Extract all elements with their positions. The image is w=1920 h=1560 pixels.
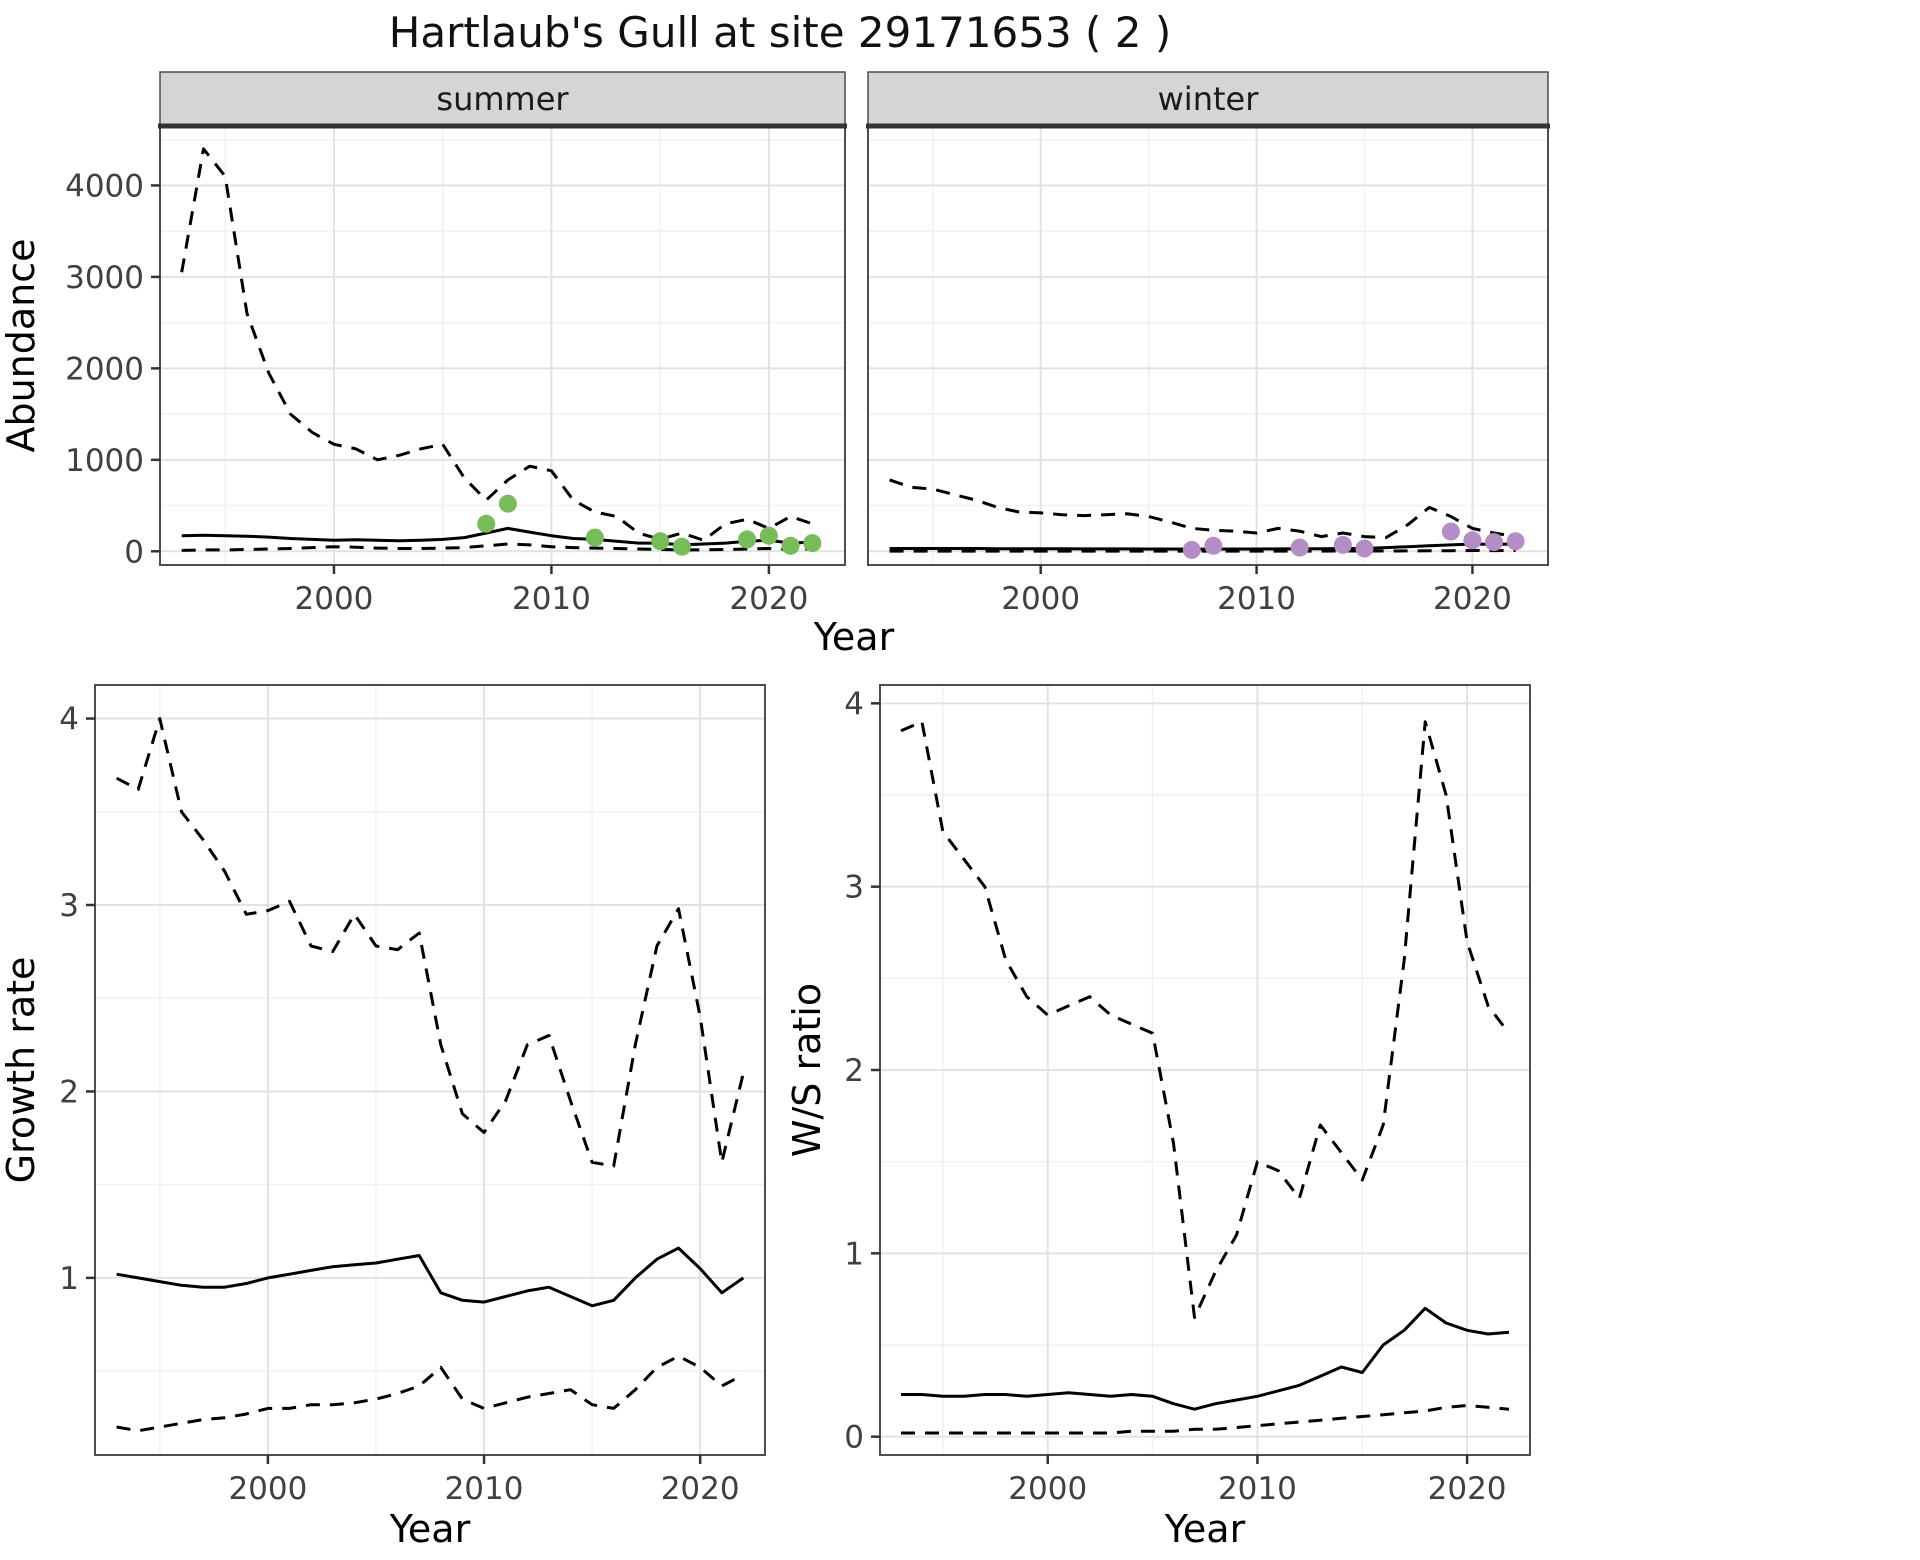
y-tick-label: 3000	[65, 260, 144, 296]
x-tick-label: 2020	[729, 581, 808, 617]
data-point	[781, 536, 800, 555]
upper-ci-line	[900, 720, 1511, 1319]
data-point	[1333, 535, 1352, 554]
data-point	[672, 537, 691, 556]
y-tick-label: 3	[844, 870, 864, 906]
upper-ci-line	[180, 147, 813, 542]
lower-ci-line	[181, 542, 813, 552]
lower-ci-line	[889, 549, 1516, 553]
data-point	[585, 528, 604, 547]
data-point	[1441, 522, 1460, 541]
gridlines	[95, 685, 765, 1455]
ws-ratio-chart: 2000 2010 2020 0 1 2 3 4 Year W/S ratio	[790, 684, 1531, 1551]
y-tick-label: 4	[844, 686, 864, 722]
data-point	[1506, 532, 1525, 551]
abundance-facet-chart: summer 2000 2010 2020 winter 2000 2010 2020 0 100…	[0, 71, 1550, 658]
lower-ci-line	[116, 1354, 745, 1433]
median-line	[889, 542, 1516, 551]
median-line	[181, 526, 813, 547]
upper-ci-line	[889, 478, 1516, 540]
data-point	[738, 530, 757, 549]
y-tick-label: 3	[59, 888, 79, 924]
y-axis: 1 2 3 4	[59, 702, 95, 1297]
y-axis: 0 1000 2000 3000 4000	[65, 168, 160, 570]
panel: 2000 2010 2020	[94, 684, 766, 1507]
y-tick-label: 2	[844, 1053, 864, 1089]
median-line	[116, 1246, 745, 1308]
panel-background	[95, 685, 765, 1455]
median-line	[901, 1306, 1510, 1411]
gridlines	[880, 685, 1530, 1455]
y-tick-label: 0	[124, 534, 144, 570]
y-axis-label: W/S ratio	[790, 983, 829, 1157]
y-tick-label: 1000	[65, 443, 144, 479]
y-axis: 0 1 2 3 4	[844, 686, 880, 1456]
x-axis-label: Year	[1164, 1507, 1246, 1551]
x-tick-label: 2010	[1218, 1471, 1297, 1507]
facet-label: summer	[436, 80, 569, 118]
data-point	[1485, 533, 1503, 552]
data-point	[1355, 539, 1374, 558]
y-tick-label: 1	[844, 1236, 864, 1272]
y-axis-label: Growth rate	[0, 957, 43, 1184]
chart-title: Hartlaub's Gull at site 29171653 ( 2 )	[388, 8, 1172, 57]
x-axis-label: Year	[389, 1507, 471, 1551]
panel-background	[160, 126, 845, 565]
y-tick-label: 2	[59, 1074, 79, 1110]
panel-winter: winter 2000 2010 2020	[866, 71, 1550, 617]
x-tick-label: 2010	[512, 581, 591, 617]
gridlines	[160, 126, 845, 565]
gridlines	[868, 126, 1548, 565]
x-tick-label: 2010	[445, 1471, 524, 1507]
growth-rate-chart: 2000 2010 2020 1 2 3 4 Year Growth rate	[0, 684, 766, 1551]
y-axis-label: Abundance	[0, 238, 43, 452]
y-tick-label: 4000	[65, 168, 144, 204]
data-point	[1182, 540, 1201, 559]
panel-background	[868, 126, 1548, 565]
facet-strip: winter	[866, 71, 1550, 129]
panel-border	[94, 684, 766, 1456]
data-point	[477, 514, 496, 533]
data-point	[651, 532, 670, 551]
x-tick-label: 2010	[1217, 581, 1296, 617]
x-axis-label: Year	[813, 615, 895, 658]
x-tick-label: 2020	[661, 1471, 740, 1507]
x-tick-label: 2000	[228, 1471, 307, 1507]
data-point	[1204, 536, 1223, 555]
data-point	[1463, 531, 1482, 550]
x-tick-label: 2020	[1433, 581, 1512, 617]
x-tick-label: 2000	[1008, 1471, 1087, 1507]
data-point	[498, 494, 517, 513]
facet-label: winter	[1158, 80, 1260, 118]
lower-ci-line	[901, 1404, 1510, 1435]
y-tick-label: 2000	[65, 351, 144, 387]
x-tick-label: 2020	[1428, 1471, 1507, 1507]
y-tick-label: 4	[59, 702, 79, 738]
y-tick-label: 1	[59, 1261, 79, 1297]
x-tick-label: 2000	[1001, 581, 1080, 617]
panel-summer: summer 2000 2010 2020	[158, 71, 847, 617]
facet-strip: summer	[158, 71, 847, 129]
panel: 2000 2010 2020	[879, 684, 1531, 1507]
x-tick-label: 2000	[295, 581, 374, 617]
data-point	[759, 526, 778, 545]
data-point	[803, 534, 822, 553]
data-point	[1290, 538, 1309, 557]
y-tick-label: 0	[844, 1420, 864, 1456]
